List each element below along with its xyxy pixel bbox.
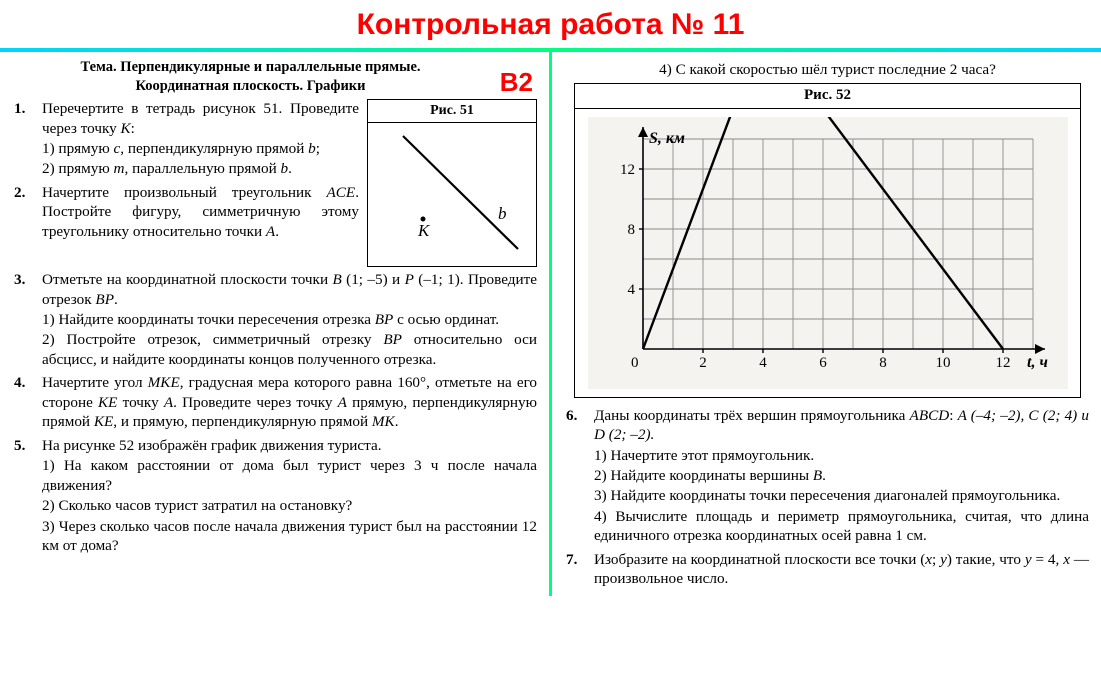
svg-text:16: 16 — [620, 117, 636, 118]
svg-text:12: 12 — [620, 162, 635, 178]
task-4: 4. Начертите угол MKE, градусная мера ко… — [14, 373, 537, 432]
svg-text:0: 0 — [631, 355, 639, 371]
svg-text:4: 4 — [759, 355, 767, 371]
page-title: Контрольная работа № 11 — [0, 0, 1101, 48]
left-column: Тема. Перпендикулярные и параллельные пр… — [0, 52, 552, 596]
svg-text:8: 8 — [627, 222, 635, 238]
question-5-4: 4) С какой скоростью шёл турист последни… — [566, 60, 1089, 79]
svg-text:K: K — [417, 221, 431, 240]
task-2: 2. Начертите произвольный тре­угольник A… — [14, 183, 359, 242]
task-5: 5. На рисунке 52 изображён график движен… — [14, 436, 537, 557]
svg-text:S, км: S, км — [649, 130, 685, 147]
figure-51-title: Рис. 51 — [368, 100, 536, 123]
figure-52-title: Рис. 52 — [575, 84, 1080, 108]
svg-text:6: 6 — [819, 355, 827, 371]
figure-52-svg: 4 8 12 16 2 4 6 8 10 12 0 S, км t, ч — [588, 117, 1068, 389]
svg-text:10: 10 — [935, 355, 950, 371]
figure-52: Рис. 52 4 8 12 16 2 4 6 8 10 12 0 S, км t, ч — [574, 83, 1081, 397]
figure-51: Рис. 51 K b — [367, 99, 537, 267]
variant-label: В2 — [500, 66, 533, 99]
task-7: 7. Изобразите на координатной плоскости … — [566, 550, 1089, 590]
right-column: 4) С какой скоростью шёл турист последни… — [552, 52, 1101, 596]
svg-text:2: 2 — [699, 355, 707, 371]
task-6: 6. Даны координаты трёх вершин прямоугол… — [566, 406, 1089, 547]
theme-block: Тема. Перпендикулярные и параллельные пр… — [14, 58, 537, 95]
svg-text:8: 8 — [879, 355, 887, 371]
task-3: 3. Отметьте на координатной плоскости то… — [14, 270, 537, 370]
svg-text:12: 12 — [995, 355, 1010, 371]
task-1: 1. Перечертите в тетрадь рису­нок 51. Пр… — [14, 99, 359, 180]
svg-text:t, ч: t, ч — [1027, 354, 1048, 371]
svg-text:4: 4 — [627, 282, 635, 298]
svg-text:b: b — [498, 204, 507, 223]
figure-51-svg: K b — [368, 124, 536, 264]
